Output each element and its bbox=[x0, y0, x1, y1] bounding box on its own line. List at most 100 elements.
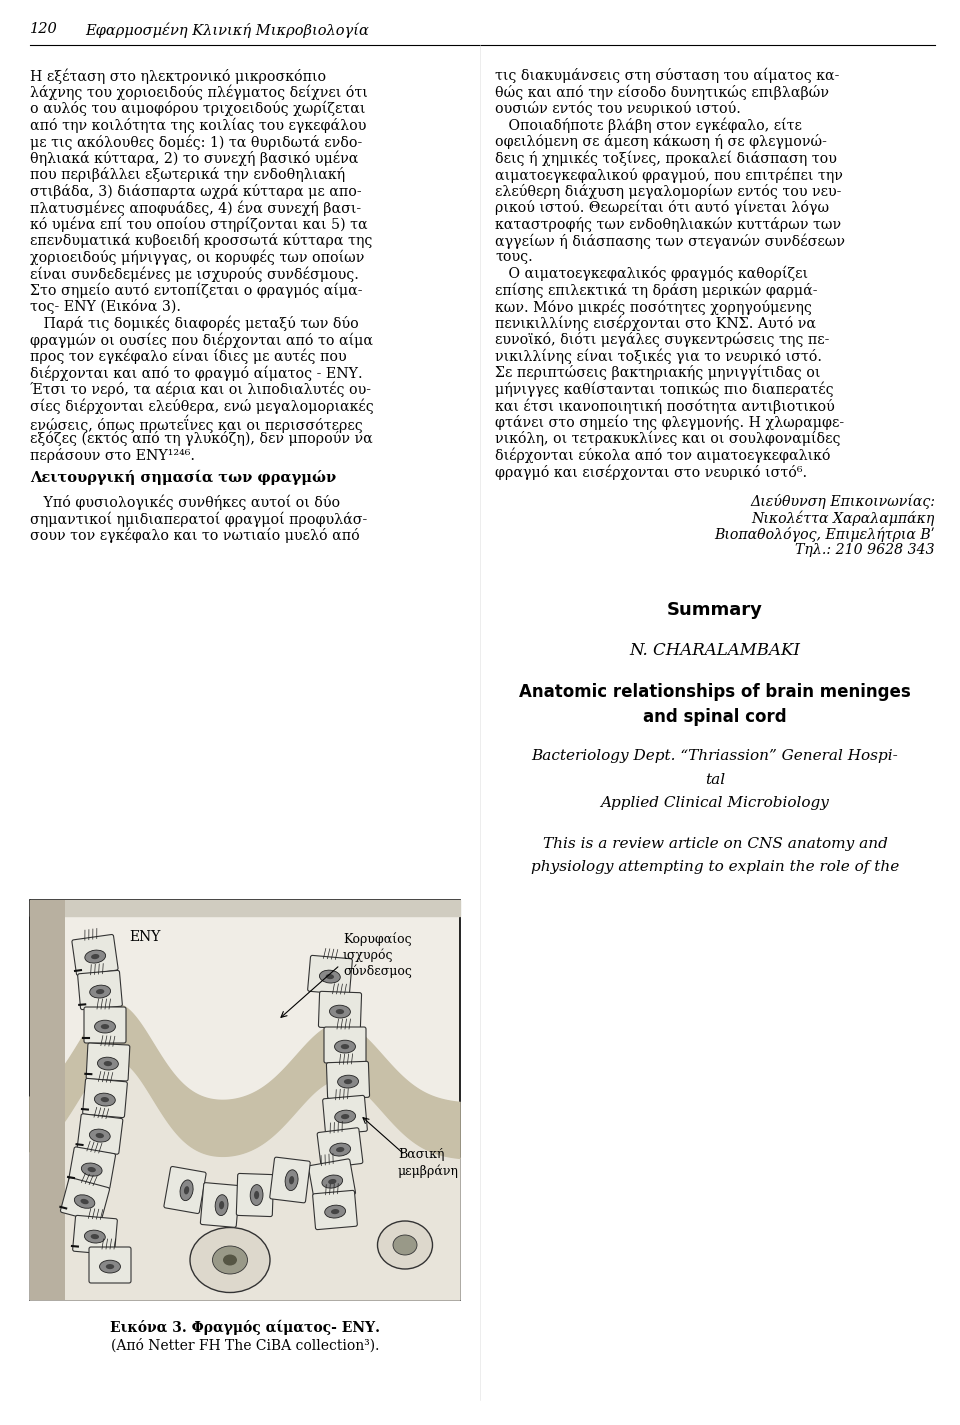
Text: σημαντικοί ημιδιαπερατοί φραγμοί προφυλάσ-: σημαντικοί ημιδιαπερατοί φραγμοί προφυλά… bbox=[30, 512, 368, 526]
FancyBboxPatch shape bbox=[319, 992, 362, 1029]
Text: περάσουν στο ΕΝΥ¹²⁴⁶.: περάσουν στο ΕΝΥ¹²⁴⁶. bbox=[30, 447, 195, 463]
Text: Bacteriology Dept. “Thriassion” General Hospi-: Bacteriology Dept. “Thriassion” General … bbox=[532, 750, 899, 764]
Text: Applied Clinical Microbiology: Applied Clinical Microbiology bbox=[601, 795, 829, 809]
FancyBboxPatch shape bbox=[307, 955, 352, 995]
Ellipse shape bbox=[94, 1020, 115, 1033]
Text: ΕΝΥ: ΕΝΥ bbox=[130, 931, 160, 943]
Ellipse shape bbox=[393, 1235, 417, 1255]
Ellipse shape bbox=[84, 950, 106, 963]
Ellipse shape bbox=[254, 1191, 259, 1200]
Text: 120: 120 bbox=[30, 21, 58, 36]
Text: Παρά τις δομικές διαφορές μεταξύ των δύο: Παρά τις δομικές διαφορές μεταξύ των δύο bbox=[30, 315, 359, 331]
Text: στιβάδα, 3) διάσπαρτα ωχρά κύτταρα με απο-: στιβάδα, 3) διάσπαρτα ωχρά κύτταρα με απ… bbox=[30, 184, 362, 198]
Ellipse shape bbox=[223, 1254, 237, 1265]
Text: Summary: Summary bbox=[667, 601, 763, 618]
Text: Βασική: Βασική bbox=[398, 1149, 444, 1161]
Text: σίες διέρχονται ελεύθερα, ενώ μεγαλομοριακές: σίες διέρχονται ελεύθερα, ενώ μεγαλομορι… bbox=[30, 398, 373, 413]
Text: φραγμό και εισέρχονται στο νευρικό ιστό⁶.: φραγμό και εισέρχονται στο νευρικό ιστό⁶… bbox=[495, 465, 807, 479]
FancyBboxPatch shape bbox=[317, 1127, 363, 1168]
FancyBboxPatch shape bbox=[324, 1027, 366, 1063]
Text: τις διακυμάνσεις στη σύσταση του αίματος κα-: τις διακυμάνσεις στη σύσταση του αίματος… bbox=[495, 68, 839, 83]
Text: επίσης επιλεκτικά τη δράση μερικών φαρμά-: επίσης επιλεκτικά τη δράση μερικών φαρμά… bbox=[495, 282, 818, 298]
Text: δεις ή χημικές τοξίνες, προκαλεί διάσπαση του: δεις ή χημικές τοξίνες, προκαλεί διάσπασ… bbox=[495, 151, 837, 165]
Ellipse shape bbox=[100, 1260, 120, 1273]
Text: αιματοεγκεφαλικού φραγμού, που επιτρέπει την: αιματοεγκεφαλικού φραγμού, που επιτρέπει… bbox=[495, 167, 843, 182]
Text: πλατυσμένες αποφυάδες, 4) ένα συνεχή βασι-: πλατυσμένες αποφυάδες, 4) ένα συνεχή βασ… bbox=[30, 200, 361, 215]
Text: και έτσι ικανοποιητική ποσότητα αντιβιοτικού: και έτσι ικανοποιητική ποσότητα αντιβιοτ… bbox=[495, 398, 835, 413]
Text: είναι συνδεδεμένες με ισχυρούς συνδέσμους.: είναι συνδεδεμένες με ισχυρούς συνδέσμου… bbox=[30, 266, 359, 282]
Ellipse shape bbox=[212, 1245, 248, 1274]
Text: μεμβράνη: μεμβράνη bbox=[398, 1164, 459, 1177]
Text: Η εξέταση στο ηλεκτρονικό μικροσκόπιο: Η εξέταση στο ηλεκτρονικό μικροσκόπιο bbox=[30, 68, 326, 84]
Text: (Από Netter FH The CiBA collection³).: (Από Netter FH The CiBA collection³). bbox=[110, 1338, 379, 1352]
Bar bbox=[30, 901, 460, 1300]
FancyBboxPatch shape bbox=[326, 1062, 370, 1099]
Ellipse shape bbox=[219, 1201, 225, 1210]
Ellipse shape bbox=[338, 1076, 358, 1089]
Bar bbox=[30, 901, 65, 1300]
Ellipse shape bbox=[322, 1176, 343, 1188]
FancyBboxPatch shape bbox=[60, 1177, 109, 1223]
FancyBboxPatch shape bbox=[201, 1183, 240, 1227]
Ellipse shape bbox=[90, 1234, 99, 1240]
Ellipse shape bbox=[324, 1206, 346, 1218]
Ellipse shape bbox=[101, 1025, 109, 1029]
Text: επενδυματικά κυβοειδή κροσσωτά κύτταρα της: επενδυματικά κυβοειδή κροσσωτά κύτταρα τ… bbox=[30, 234, 372, 248]
Text: φτάνει στο σημείο της φλεγμονής. Η χλωραμφε-: φτάνει στο σημείο της φλεγμονής. Η χλωρα… bbox=[495, 415, 844, 430]
Text: Κορυφαίος: Κορυφαίος bbox=[343, 932, 412, 946]
Text: Υπό φυσιολογικές συνθήκες αυτοί οι δύο: Υπό φυσιολογικές συνθήκες αυτοί οι δύο bbox=[30, 494, 340, 510]
Text: Σε περιπτώσεις βακτηριακής μηνιγγίτιδας οι: Σε περιπτώσεις βακτηριακής μηνιγγίτιδας … bbox=[495, 365, 821, 380]
Text: Διεύθυνση Επικοινωνίας:: Διεύθυνση Επικοινωνίας: bbox=[750, 493, 935, 509]
Text: κό υμένα επί του οποίου στηρίζονται και 5) τα: κό υμένα επί του οποίου στηρίζονται και … bbox=[30, 217, 368, 232]
Ellipse shape bbox=[96, 989, 105, 995]
Text: διέρχονται και από το φραγμό αίματος - ΕΝΥ.: διέρχονται και από το φραγμό αίματος - Ε… bbox=[30, 365, 363, 380]
Ellipse shape bbox=[89, 985, 110, 998]
Text: σύνδεσμος: σύνδεσμος bbox=[343, 963, 412, 978]
Text: ενώσεις, όπως πρωτεΐνες και οι περισσότερες: ενώσεις, όπως πρωτεΐνες και οι περισσότε… bbox=[30, 415, 363, 433]
Text: ευνοϊκό, διότι μεγάλες συγκεντρώσεις της πε-: ευνοϊκό, διότι μεγάλες συγκεντρώσεις της… bbox=[495, 332, 829, 348]
Text: Οποιαδήποτε βλάβη στον εγκέφαλο, είτε: Οποιαδήποτε βλάβη στον εγκέφαλο, είτε bbox=[495, 117, 802, 133]
Text: Έτσι το νερό, τα αέρια και οι λιποδιαλυτές ου-: Έτσι το νερό, τα αέρια και οι λιποδιαλυτ… bbox=[30, 382, 371, 398]
Text: physiology attempting to explain the role of the: physiology attempting to explain the rol… bbox=[531, 861, 900, 874]
Ellipse shape bbox=[341, 1045, 349, 1049]
Polygon shape bbox=[30, 901, 460, 916]
Ellipse shape bbox=[328, 1178, 336, 1184]
Ellipse shape bbox=[320, 970, 340, 983]
Ellipse shape bbox=[82, 1163, 102, 1176]
Ellipse shape bbox=[96, 1133, 104, 1139]
Ellipse shape bbox=[331, 1208, 339, 1214]
Text: θώς και από την είσοδο δυνητικώς επιβλαβών: θώς και από την είσοδο δυνητικώς επιβλαβ… bbox=[495, 84, 829, 100]
Ellipse shape bbox=[215, 1194, 228, 1216]
Text: τος- ΕΝΥ (Εικόνα 3).: τος- ΕΝΥ (Εικόνα 3). bbox=[30, 299, 181, 314]
Ellipse shape bbox=[84, 1230, 106, 1243]
Ellipse shape bbox=[94, 1093, 115, 1106]
Ellipse shape bbox=[251, 1184, 263, 1206]
Ellipse shape bbox=[104, 1062, 112, 1066]
Ellipse shape bbox=[87, 1167, 96, 1173]
Text: προς τον εγκέφαλο είναι ίδιες με αυτές που: προς τον εγκέφαλο είναι ίδιες με αυτές π… bbox=[30, 349, 347, 363]
Ellipse shape bbox=[336, 1009, 344, 1015]
FancyBboxPatch shape bbox=[77, 1114, 123, 1154]
FancyBboxPatch shape bbox=[89, 1247, 131, 1282]
Text: Εικόνα 3. Φραγμός αίματος- ΕΝΥ.: Εικόνα 3. Φραγμός αίματος- ΕΝΥ. bbox=[110, 1320, 380, 1335]
Text: χοριοειδούς μήνιγγας, οι κορυφές των οποίων: χοριοειδούς μήνιγγας, οι κορυφές των οπο… bbox=[30, 249, 365, 265]
Text: καταστροφής των ενδοθηλιακών κυττάρων των: καταστροφής των ενδοθηλιακών κυττάρων τω… bbox=[495, 217, 841, 231]
Ellipse shape bbox=[344, 1079, 352, 1084]
Polygon shape bbox=[30, 1060, 460, 1300]
Ellipse shape bbox=[190, 1227, 270, 1292]
Ellipse shape bbox=[335, 1110, 355, 1123]
Text: ελεύθερη διάχυση μεγαλομορίων εντός του νευ-: ελεύθερη διάχυση μεγαλομορίων εντός του … bbox=[495, 184, 841, 198]
Ellipse shape bbox=[336, 1147, 345, 1153]
Ellipse shape bbox=[341, 1114, 349, 1119]
Text: τους.: τους. bbox=[495, 249, 533, 264]
Ellipse shape bbox=[377, 1221, 433, 1270]
FancyBboxPatch shape bbox=[72, 935, 118, 976]
Ellipse shape bbox=[184, 1186, 189, 1194]
FancyBboxPatch shape bbox=[308, 1159, 355, 1201]
Text: θηλιακά κύτταρα, 2) το συνεχή βασικό υμένα: θηλιακά κύτταρα, 2) το συνεχή βασικό υμέ… bbox=[30, 151, 358, 165]
Ellipse shape bbox=[98, 1057, 118, 1070]
Text: N. CHARALAMBAKI: N. CHARALAMBAKI bbox=[630, 643, 801, 660]
FancyBboxPatch shape bbox=[313, 1190, 357, 1230]
Text: Νικολέττα Χαραλαμπάκη: Νικολέττα Χαραλαμπάκη bbox=[752, 510, 935, 526]
Text: κων. Μόνο μικρές ποσότητες χορηγούμενης: κων. Μόνο μικρές ποσότητες χορηγούμενης bbox=[495, 299, 812, 315]
